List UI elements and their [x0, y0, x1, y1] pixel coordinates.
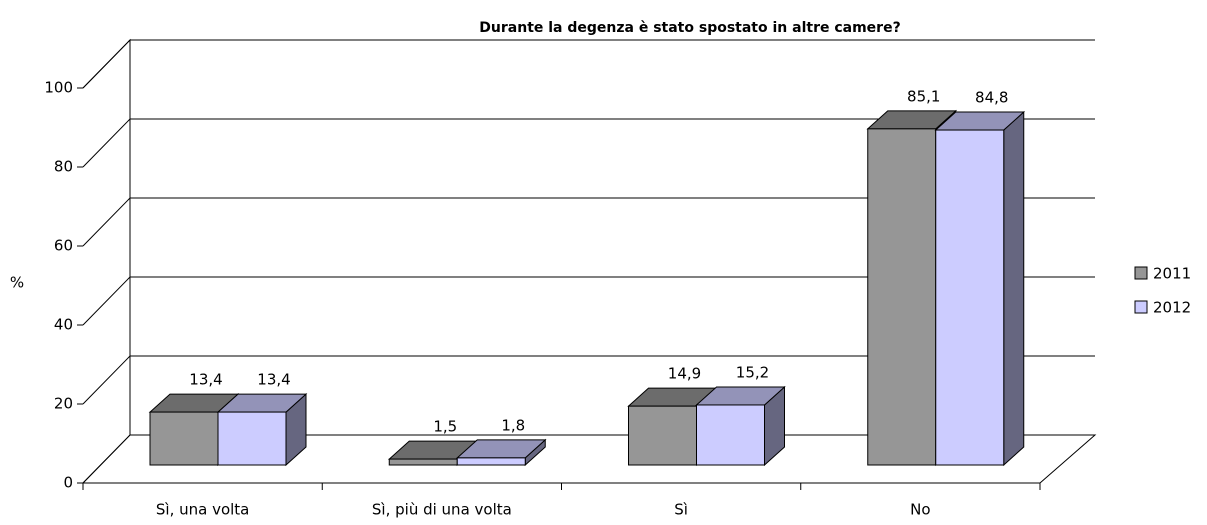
value-label: 1,5: [433, 418, 457, 436]
value-label: 85,1: [907, 87, 940, 105]
y-axis-label: %: [10, 274, 24, 292]
value-label: 84,8: [975, 89, 1008, 107]
back-wall: [82, 38, 131, 484]
value-label: 13,4: [257, 371, 290, 389]
value-label: 13,4: [189, 371, 222, 389]
bar: [456, 457, 526, 466]
y-tick-label: 20: [54, 395, 73, 413]
chart-title: Durante la degenza è stato spostato in a…: [479, 20, 900, 36]
grid-line: [82, 39, 131, 89]
grid-line: [82, 118, 131, 168]
x-tick-label: Sì, più di una volta: [372, 501, 512, 519]
grid-line: [82, 197, 131, 247]
legend-label: 2012: [1153, 299, 1191, 317]
value-label: 14,9: [668, 365, 701, 383]
bar: [388, 458, 458, 466]
grid-line: [82, 276, 131, 326]
y-tick-label: 80: [54, 158, 73, 176]
value-label: 1,8: [501, 416, 525, 434]
legend-swatch: [1134, 300, 1148, 314]
bar: [628, 405, 697, 466]
y-tick-label: 60: [54, 237, 73, 255]
x-tick-label: Sì, una volta: [156, 501, 250, 519]
bar: [696, 404, 765, 466]
y-tick-label: 40: [54, 316, 73, 334]
grid-line: [82, 355, 131, 405]
legend-swatch: [1134, 266, 1148, 280]
bar: [935, 129, 1005, 466]
bar: [149, 411, 219, 466]
x-tick-label: Sì: [674, 501, 688, 519]
bar: [867, 128, 937, 466]
y-tick-label: 100: [44, 79, 73, 97]
bar-side: [1003, 110, 1025, 467]
x-tick-label: No: [910, 501, 930, 519]
value-label: 15,2: [736, 363, 769, 381]
bar: [217, 411, 287, 466]
grid-line: [82, 434, 131, 484]
y-tick-label: 0: [63, 474, 73, 492]
legend-label: 2011: [1153, 265, 1191, 283]
